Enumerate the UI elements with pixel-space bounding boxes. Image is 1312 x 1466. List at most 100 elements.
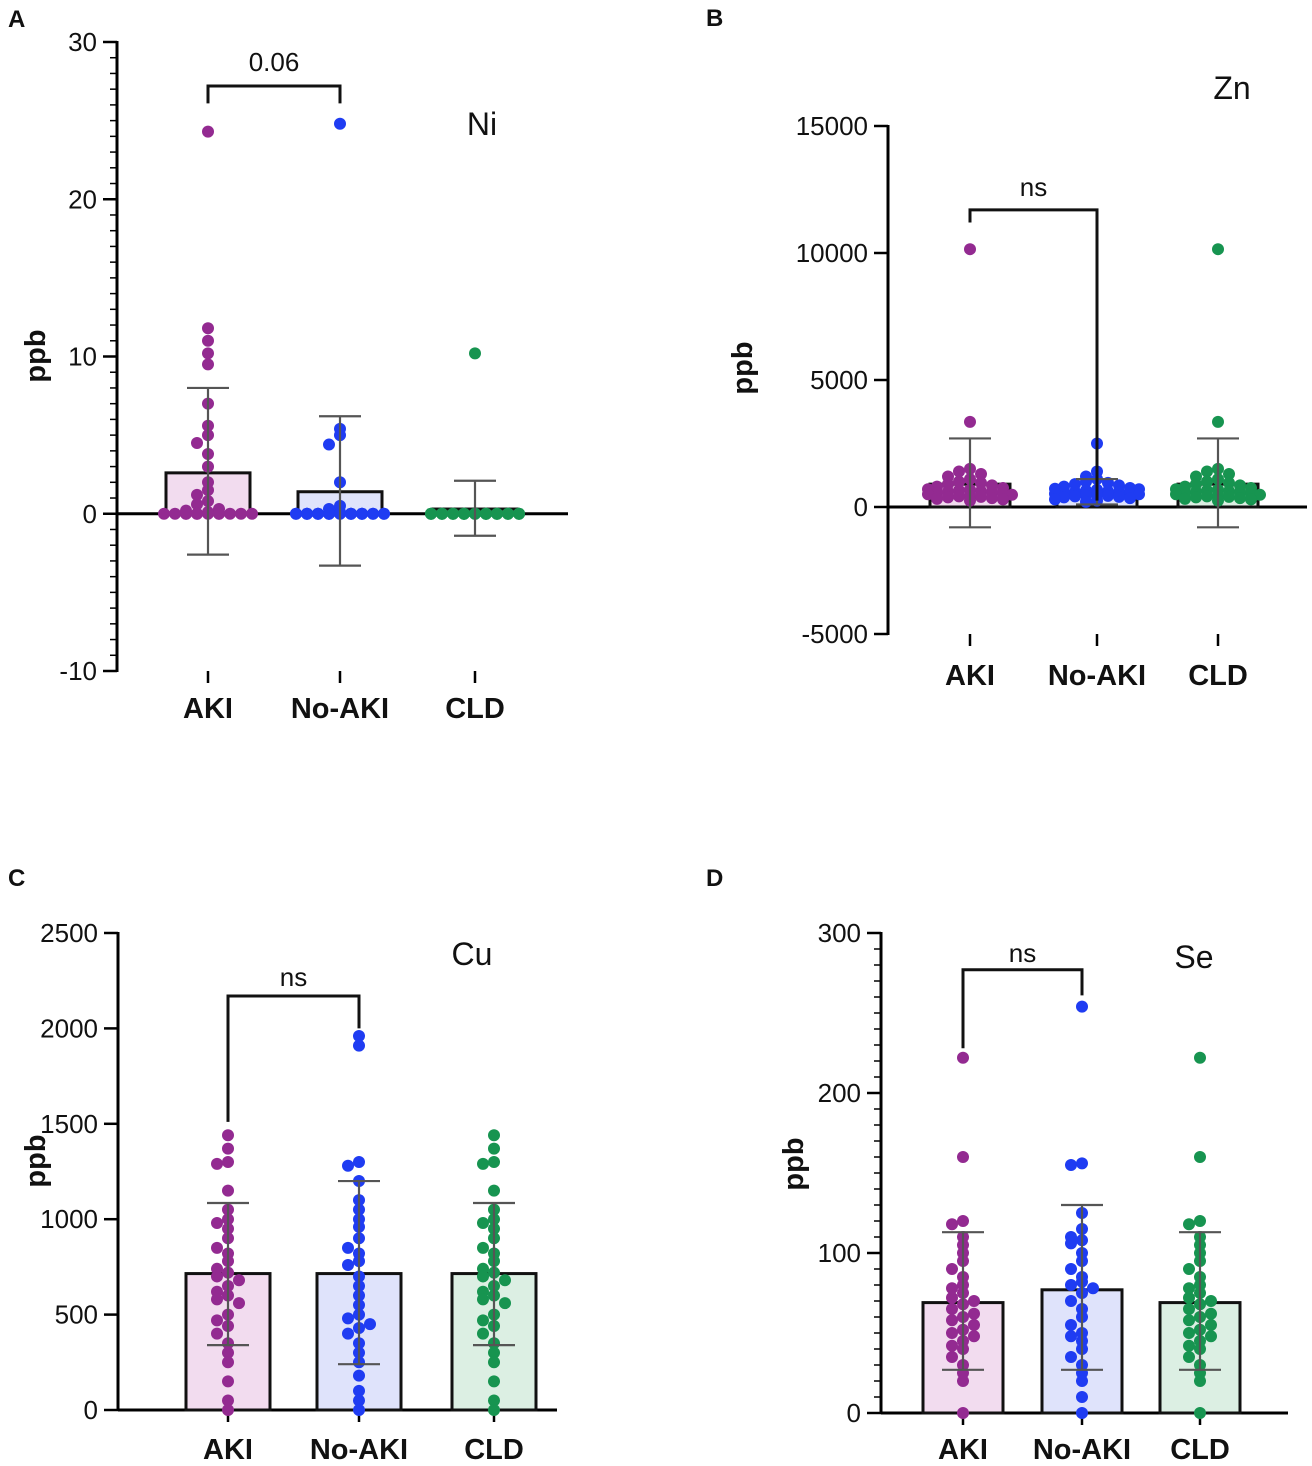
point-cld xyxy=(499,1274,511,1287)
category-label: CLD xyxy=(445,693,505,725)
point-aki xyxy=(211,1157,223,1170)
y-tick-label: 10 xyxy=(68,342,97,372)
point-no-aki xyxy=(1113,490,1125,503)
point-aki xyxy=(942,491,954,504)
point-no-aki xyxy=(367,507,379,520)
category-label: No-AKI xyxy=(1033,1434,1131,1466)
point-aki xyxy=(222,1356,234,1369)
point-aki xyxy=(211,1217,223,1230)
point-cld xyxy=(1190,491,1202,504)
point-no-aki xyxy=(1124,492,1136,505)
point-aki xyxy=(975,490,987,503)
point-aki xyxy=(202,322,214,335)
point-aki xyxy=(975,467,987,480)
point-aki xyxy=(233,1274,245,1287)
point-no-aki xyxy=(1133,488,1145,501)
point-aki xyxy=(946,1218,958,1231)
point-aki xyxy=(191,436,203,449)
point-no-aki xyxy=(342,1327,354,1340)
point-aki xyxy=(191,507,203,520)
point-aki xyxy=(931,492,943,505)
point-no-aki xyxy=(334,117,346,130)
y-tick-label: 100 xyxy=(818,1238,861,1268)
y-axis-label: ppb xyxy=(778,1137,810,1190)
point-aki xyxy=(191,488,203,501)
significance-bracket xyxy=(968,208,1099,501)
point-aki xyxy=(953,465,965,478)
point-cld xyxy=(488,1142,500,1155)
point-aki xyxy=(235,507,247,520)
point-aki xyxy=(953,475,965,488)
y-axis-label: ppb xyxy=(727,341,759,394)
point-no-aki xyxy=(353,1039,365,1052)
element-title: Se xyxy=(1174,939,1213,975)
point-cld xyxy=(1201,490,1213,503)
point-aki xyxy=(968,1319,980,1331)
point-aki xyxy=(957,1407,969,1419)
category-label: No-AKI xyxy=(1048,660,1146,692)
point-no-aki xyxy=(378,507,390,520)
point-cld xyxy=(425,507,437,520)
point-aki xyxy=(222,1404,234,1416)
point-no-aki xyxy=(312,507,324,520)
point-cld xyxy=(499,1297,511,1310)
point-no-aki xyxy=(1065,1159,1077,1171)
point-cld xyxy=(477,1314,489,1327)
point-aki xyxy=(202,125,214,138)
point-cld xyxy=(488,1155,500,1168)
point-no-aki xyxy=(1076,1407,1088,1419)
point-cld xyxy=(477,1217,489,1230)
point-no-aki xyxy=(301,507,313,520)
point-aki xyxy=(968,1330,980,1343)
category-label: No-AKI xyxy=(310,1434,408,1466)
y-axis-label: ppb xyxy=(20,1134,52,1187)
point-aki xyxy=(222,1375,234,1388)
point-cld xyxy=(1223,490,1235,503)
point-aki xyxy=(946,1351,958,1363)
point-aki xyxy=(946,1314,958,1327)
point-cld xyxy=(1183,1263,1195,1275)
point-aki xyxy=(211,1241,223,1254)
point-aki xyxy=(975,476,987,489)
point-cld xyxy=(1201,465,1213,478)
point-no-aki xyxy=(1065,1237,1077,1250)
point-aki xyxy=(964,243,976,256)
point-cld xyxy=(477,1293,489,1306)
point-aki xyxy=(986,492,998,505)
category-label: AKI xyxy=(203,1434,253,1466)
point-aki xyxy=(946,1282,958,1295)
point-cld xyxy=(1170,488,1182,501)
point-aki xyxy=(202,347,214,360)
point-aki xyxy=(246,507,258,520)
panel-label: C xyxy=(8,865,25,892)
point-no-aki xyxy=(1069,490,1081,503)
y-tick-label: 1500 xyxy=(40,1109,98,1139)
point-aki xyxy=(964,415,976,428)
point-cld xyxy=(1194,1151,1206,1163)
point-cld xyxy=(1194,1215,1206,1227)
point-no-aki xyxy=(1076,1157,1088,1170)
panel-C: C 0 500 1000 1500 2000 2500 ppb Cu AKI No-AKI CLD ns xyxy=(8,865,557,1466)
point-cld xyxy=(436,507,448,520)
point-aki xyxy=(169,507,181,520)
y-tick-label: 2500 xyxy=(40,918,98,948)
y-tick-label: 0 xyxy=(83,499,97,529)
point-no-aki xyxy=(342,1312,354,1325)
y-tick-label: 200 xyxy=(818,1078,861,1108)
significance-bracket xyxy=(206,84,342,104)
point-cld xyxy=(1254,488,1266,501)
y-tick-label: 300 xyxy=(818,918,861,948)
point-cld xyxy=(488,1356,500,1369)
category-label: AKI xyxy=(945,660,995,692)
point-aki xyxy=(953,490,965,503)
y-tick-label: 10000 xyxy=(796,238,868,268)
point-cld xyxy=(1205,1319,1217,1331)
y-tick-label: 2000 xyxy=(40,1013,98,1043)
point-aki xyxy=(233,1297,245,1310)
y-tick-label: 0 xyxy=(854,492,868,522)
y-tick-label: -10 xyxy=(59,656,97,686)
y-tick-label: 500 xyxy=(55,1300,98,1330)
point-cld xyxy=(1179,492,1191,505)
point-aki xyxy=(158,507,170,520)
